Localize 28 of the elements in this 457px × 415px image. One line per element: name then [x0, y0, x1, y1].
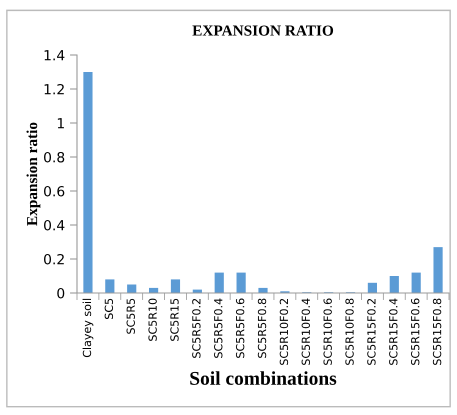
x-axis-title: Soil combinations [190, 371, 336, 385]
y-tick-label: 1.2 [44, 84, 64, 94]
x-tick-label: SC5R15F0.4 [389, 298, 398, 365]
x-tick-label: SC5R10F0.8 [345, 298, 354, 365]
x-tick-label: SC5R10F0.4 [302, 298, 310, 365]
chart-title: EXPANSION RATIO [192, 25, 334, 36]
x-tick-label: SC5R15 [170, 298, 179, 341]
x-tick-label: SC5R15F0.6 [410, 298, 420, 365]
x-tick-label: SC5 [104, 298, 114, 320]
y-tick-label: 1.4 [44, 50, 64, 60]
x-tick-label: SC5R5F0.6 [236, 298, 244, 358]
x-tick-label: SC5R15F0.8 [432, 298, 442, 365]
y-axis-title: Expansion ratio [26, 122, 40, 226]
x-tick-label: SC5R5F0.8 [258, 298, 266, 358]
y-tick-label: 0.2 [44, 254, 64, 264]
y-tick-label: 1 [58, 118, 64, 128]
x-tick-label: SC5R5 [126, 298, 135, 334]
x-tick-label: SC5R15F0.2 [367, 298, 376, 365]
x-tick-label: SC5R5F0.2 [192, 298, 201, 358]
x-tick-label: SC5R5F0.4 [214, 298, 222, 358]
y-tick-label: 0 [57, 288, 64, 298]
x-tick-label: Clayey soil [82, 298, 94, 358]
x-tick-label: SC5R10F0.2 [280, 298, 288, 365]
x-tick-label: SC5R10F0.6 [323, 298, 332, 365]
x-tick-label: SC5R10 [148, 298, 157, 341]
y-tick-label: 0.4 [44, 220, 64, 230]
y-tick-label: 0.8 [44, 152, 64, 162]
y-tick-label: 0.6 [44, 186, 64, 196]
